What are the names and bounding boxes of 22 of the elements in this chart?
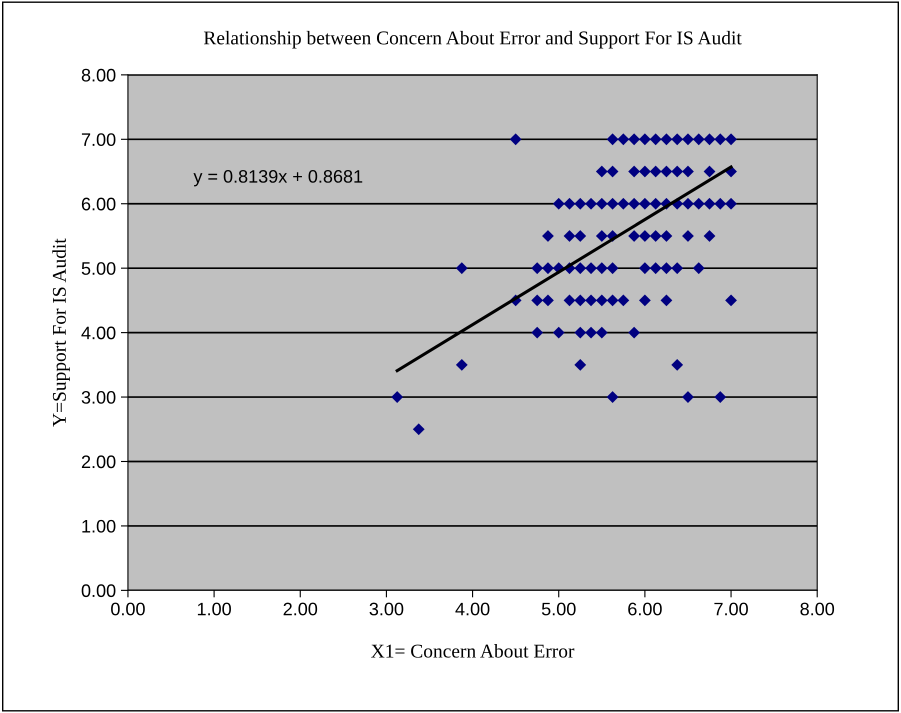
x-tick-label: 6.00: [628, 602, 662, 616]
y-axis-title: Y=Support For IS Audit: [52, 238, 70, 427]
y-tick-label: 8.00: [82, 68, 116, 82]
y-tick-label: 1.00: [82, 520, 116, 533]
y-tick-label: 6.00: [82, 198, 116, 210]
y-tick-label: 4.00: [81, 326, 116, 340]
chart-title: Relationship between Concern About Error and Support For IS Audit: [204, 30, 742, 48]
x-tick-label: 8.00: [800, 602, 834, 616]
x-tick-label: 0.00: [111, 602, 145, 616]
y-tick-label: 3.00: [82, 390, 116, 404]
y-tick-label: 5.00: [82, 262, 116, 275]
x-tick-label: 2.00: [284, 602, 318, 616]
x-tick-label: 4.00: [455, 602, 490, 616]
annotation: y = 0.8139x + 0.8681: [193, 170, 362, 186]
x-tick-label: 5.00: [542, 602, 576, 616]
x-tick-label: 3.00: [370, 602, 404, 616]
y-tick-label: 0.00: [82, 584, 116, 598]
x-axis-title: X1= Concern About Error: [371, 644, 574, 658]
y-tick-label: 2.00: [82, 455, 116, 468]
x-tick-label: 1.00: [198, 602, 231, 616]
y-tick-label: 7.00: [82, 133, 116, 146]
x-tick-label: 7.00: [714, 602, 748, 616]
